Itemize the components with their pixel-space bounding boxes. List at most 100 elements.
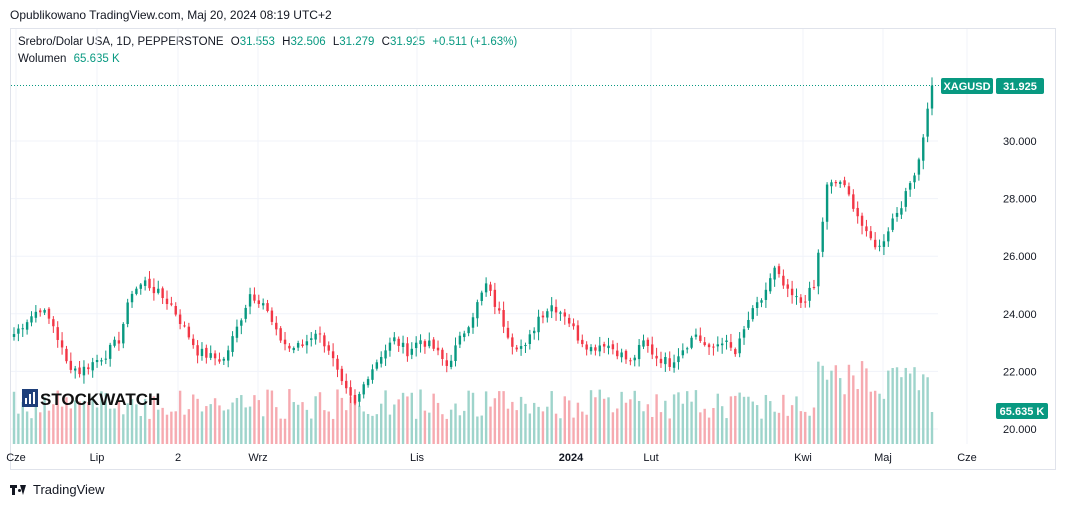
volume-bar [716,393,720,444]
candle-body [729,342,733,348]
volume-bar [397,399,400,444]
candle-body [817,252,820,287]
legend-ohlc: Srebro/Dolar USA, 1D, PEPPERSTONE O31.55… [18,36,521,48]
candle-body [506,327,510,338]
candle-body [572,323,575,327]
volume-bar [546,406,549,444]
volume-bar [349,396,352,444]
volume-bar [904,367,907,444]
candle-body [366,379,370,386]
candle-body [266,303,269,312]
candle-body [17,328,20,334]
candle-body [406,343,409,357]
volume-bar [419,389,422,444]
volume-bar [677,392,680,444]
volume-bar [100,391,103,444]
volume-bar [790,405,794,444]
candle-body [607,345,610,349]
volume-bar [825,379,829,444]
volume-bar [52,404,55,444]
volume-bar [174,411,177,444]
volume-bar [685,391,689,444]
candle-body [651,344,654,355]
candle-body [327,345,330,351]
volume-bar [834,365,838,444]
volume-bar [738,392,741,444]
volume-bar [541,411,545,444]
volume-bar [869,391,873,444]
volume-bar [528,413,532,444]
volume-bar [30,418,33,444]
candle-body [353,394,357,404]
candle-body [205,347,208,358]
candle-body [541,315,545,318]
candle-body [677,356,680,363]
volume-bar [257,400,261,444]
volume-bar [327,411,330,444]
volume-bar [170,411,173,444]
candle-body [165,298,169,305]
volume-bar [371,415,374,444]
price-badge: 31.925 [996,78,1044,94]
volume-bar [821,365,824,444]
candle-body [467,327,470,334]
volume-bar [576,402,580,444]
volume-bar [296,404,300,444]
volume-bar [895,367,899,444]
candle-body [908,183,912,190]
candle-body [95,360,99,363]
volume-bar [388,414,392,444]
x-tick-label: 2024 [559,452,584,464]
volume-bar [209,404,212,444]
volume-bar [279,418,282,444]
candle-body [423,341,427,347]
candle-body [629,360,632,362]
volume-bar [484,391,488,444]
candle-body [432,339,435,349]
candle-body [847,186,851,195]
volume-bar [734,395,737,444]
candle-body [209,353,212,358]
candle-body [471,317,475,328]
volume-bar [537,406,540,444]
volume-bar [432,393,435,444]
candle-body [633,357,636,361]
stockwatch-logo: STOCKWATCH [22,389,160,409]
candle-body [769,278,772,292]
tradingview-logo[interactable]: TradingView [10,482,105,497]
candle-body [799,297,803,303]
candle-body [712,346,715,348]
candle-body [349,387,352,396]
candle-body [69,360,73,370]
candle-body [135,288,138,294]
volume-bar [629,399,632,444]
volume-bar [165,414,169,444]
volume-bar [235,397,239,444]
volume-bar [91,396,94,444]
volume-bar [244,407,247,444]
volume-bar [550,391,553,444]
candle-body [760,300,763,303]
candle-body [358,393,361,402]
candle-body [581,339,584,345]
candle-body [773,267,776,280]
candle-body [598,345,601,352]
volume-badge: 65.635 K [996,403,1048,419]
volume-bar [707,417,711,444]
candle-body [126,302,129,325]
candle-body [747,319,750,328]
volume-bar [340,397,344,444]
volume-bar [764,394,768,444]
volume-bar [152,396,156,444]
volume-bar [506,408,510,444]
volume-bar [602,398,606,444]
volume-bar [183,414,186,444]
volume-bar [270,390,274,444]
candle-body [248,294,252,307]
candle-body [484,283,488,293]
candle-body [563,312,567,317]
volume-bar [624,402,628,444]
legend-high: H32.506 [282,36,326,48]
candle-body [379,356,383,364]
